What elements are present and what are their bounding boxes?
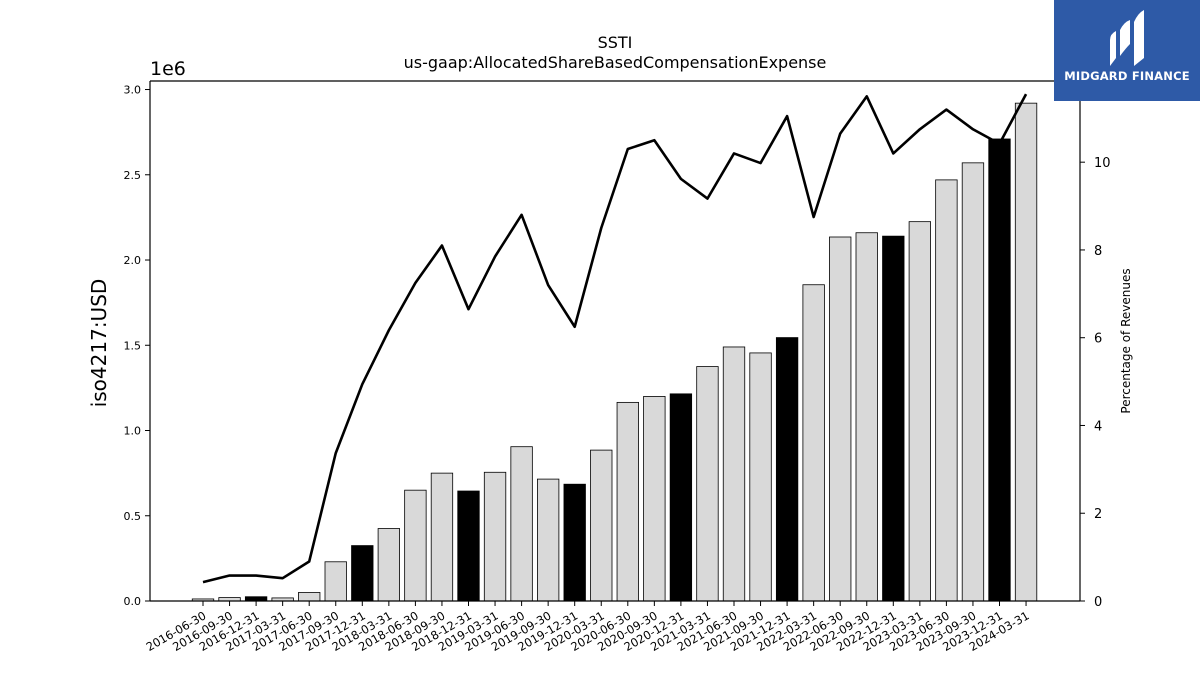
bar — [988, 138, 1011, 602]
chart-subtitle: us-gaap:AllocatedShareBasedCompensationE… — [404, 53, 827, 72]
percent-line — [202, 93, 1028, 584]
logo: MIDGARD FINANCE — [1054, 0, 1200, 101]
logo-icon — [1110, 10, 1144, 66]
y2-tick-label: 6 — [1094, 332, 1102, 347]
bar — [616, 401, 639, 602]
bar — [669, 393, 693, 602]
bar — [696, 366, 719, 602]
bar — [510, 446, 533, 602]
bar — [802, 284, 825, 602]
bar — [244, 596, 268, 602]
bar — [882, 235, 905, 602]
bar — [298, 592, 321, 602]
bar — [1014, 102, 1038, 602]
y2-tick-label: 4 — [1094, 419, 1102, 434]
bar — [563, 483, 586, 602]
y-tick-label: 0.0 — [124, 595, 142, 608]
y2-axis-label: Percentage of Revenues — [1119, 268, 1133, 413]
y-axis-offset: 1e6 — [150, 58, 186, 80]
y-tick-label: 0.5 — [124, 510, 142, 523]
y-tick-label: 1.5 — [124, 339, 142, 352]
y-tick-label: 2.5 — [124, 169, 142, 182]
bar — [324, 561, 347, 602]
bar — [829, 236, 852, 602]
bar — [351, 545, 374, 602]
bar — [430, 472, 454, 602]
bar — [935, 179, 958, 602]
bar — [643, 396, 666, 602]
y2-tick-label: 0 — [1094, 595, 1102, 610]
bar — [377, 528, 401, 602]
y-tick-label: 1.0 — [124, 425, 142, 438]
y2-tick-label: 10 — [1094, 156, 1111, 171]
y-axis-label: iso4217:USD — [87, 279, 111, 408]
bar — [961, 162, 985, 602]
bar — [590, 449, 613, 602]
chart-title: SSTI — [598, 33, 633, 52]
y2-tick-label: 8 — [1094, 244, 1102, 259]
bar — [855, 232, 878, 602]
logo-text: MIDGARD FINANCE — [1064, 69, 1190, 83]
y-tick-label: 2.0 — [124, 254, 142, 267]
y-tick-label: 3.0 — [124, 84, 142, 97]
bar — [457, 490, 480, 602]
bar — [775, 337, 799, 602]
bar — [483, 471, 507, 602]
bar — [404, 489, 427, 602]
bar — [722, 346, 746, 602]
bar — [908, 221, 931, 602]
y2-tick-label: 2 — [1094, 507, 1102, 522]
bar — [749, 352, 772, 602]
bar — [537, 478, 560, 602]
